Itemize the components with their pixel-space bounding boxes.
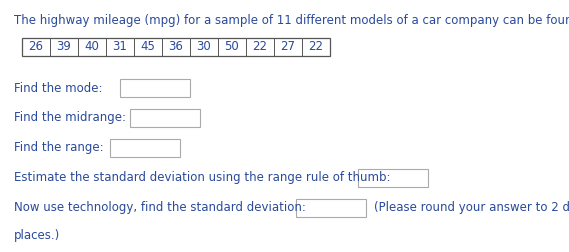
Bar <box>358 169 428 187</box>
Text: 39: 39 <box>56 41 72 53</box>
Text: 50: 50 <box>225 41 240 53</box>
Text: 22: 22 <box>308 41 324 53</box>
Text: Find the midrange:: Find the midrange: <box>14 111 126 124</box>
Text: 36: 36 <box>168 41 183 53</box>
Text: places.): places.) <box>14 230 60 242</box>
Text: 45: 45 <box>141 41 155 53</box>
Text: 30: 30 <box>197 41 211 53</box>
Text: Find the range:: Find the range: <box>14 142 104 154</box>
Bar <box>110 139 180 157</box>
Text: 31: 31 <box>113 41 127 53</box>
Bar <box>22 38 330 56</box>
Bar <box>120 79 190 97</box>
Text: The highway mileage (mpg) for a sample of 11 different models of a car company c: The highway mileage (mpg) for a sample o… <box>14 14 569 27</box>
Text: 40: 40 <box>85 41 100 53</box>
Text: Find the mode:: Find the mode: <box>14 81 102 94</box>
Text: 22: 22 <box>253 41 267 53</box>
Text: 26: 26 <box>28 41 43 53</box>
Text: (Please round your answer to 2 decimal places.): (Please round your answer to 2 decimal p… <box>374 202 569 214</box>
Bar <box>296 199 366 217</box>
Text: Now use technology, find the standard deviation:: Now use technology, find the standard de… <box>14 202 306 214</box>
Bar <box>130 109 200 127</box>
Text: Estimate the standard deviation using the range rule of thumb:: Estimate the standard deviation using th… <box>14 172 390 184</box>
Text: 27: 27 <box>281 41 295 53</box>
